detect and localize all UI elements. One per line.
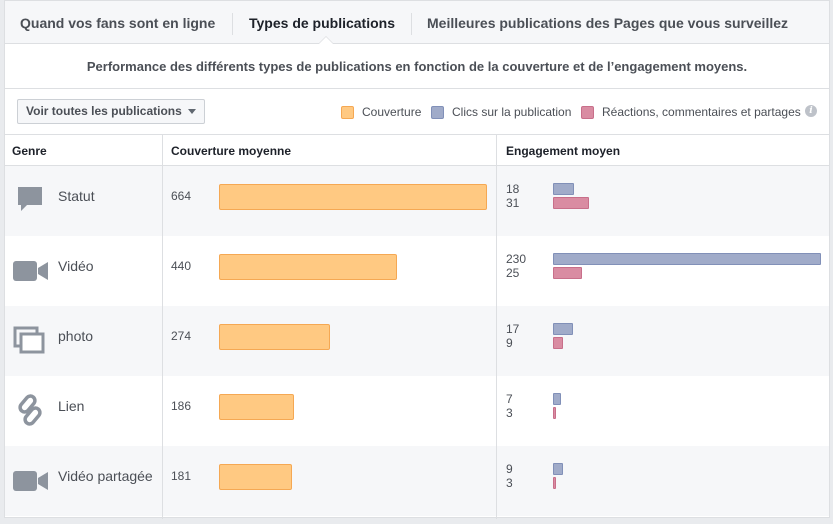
column-divider bbox=[162, 134, 163, 519]
table-row: Statut 664 18 31 bbox=[5, 166, 829, 236]
clicks-value: 230 bbox=[506, 252, 527, 266]
clicks-bar bbox=[553, 393, 561, 405]
table-row: photo 274 17 9 bbox=[5, 306, 829, 376]
column-header-genre: Genre bbox=[12, 144, 47, 158]
clicks-value: 18 bbox=[506, 182, 520, 196]
reach-bar bbox=[219, 464, 292, 490]
reach-bar bbox=[219, 394, 294, 420]
tab-when-fans-online[interactable]: Quand vos fans sont en ligne bbox=[20, 15, 216, 31]
reactions-value: 3 bbox=[506, 476, 513, 490]
tab-top-posts-watched-pages[interactable]: Meilleures publications des Pages que vo… bbox=[427, 15, 789, 31]
photo-icon bbox=[13, 323, 49, 359]
reach-bar bbox=[219, 184, 487, 210]
video-camera-icon bbox=[13, 463, 49, 499]
tab-post-types[interactable]: Types de publications bbox=[249, 15, 395, 31]
reactions-value: 3 bbox=[506, 406, 513, 420]
legend-label: Couverture bbox=[362, 105, 422, 119]
tab-divider bbox=[232, 13, 233, 35]
genre-label: Statut bbox=[58, 188, 95, 204]
speech-bubble-icon bbox=[13, 183, 49, 219]
genre-label: Vidéo partagée bbox=[58, 468, 153, 484]
clicks-bar bbox=[553, 463, 563, 475]
reactions-value: 25 bbox=[506, 266, 520, 280]
genre-label: Lien bbox=[58, 398, 85, 414]
post-types-panel: Quand vos fans sont en ligne Types de pu… bbox=[4, 0, 830, 519]
reactions-bar bbox=[553, 337, 563, 349]
clicks-bar bbox=[553, 323, 573, 335]
legend-swatch bbox=[341, 106, 354, 119]
genre-label: Vidéo bbox=[58, 258, 94, 274]
info-icon[interactable]: i bbox=[805, 105, 817, 117]
reach-bar bbox=[219, 254, 397, 280]
clicks-bar bbox=[553, 253, 821, 265]
tab-divider bbox=[411, 13, 412, 35]
reactions-value: 31 bbox=[506, 196, 520, 210]
panel-subtitle: Performance des différents types de publ… bbox=[5, 45, 829, 89]
table-header: Genre Couverture moyenne Engagement moye… bbox=[5, 134, 829, 166]
filter-dropdown-label: Voir toutes les publications bbox=[26, 104, 182, 118]
column-header-engagement: Engagement moyen bbox=[506, 144, 621, 158]
tab-bar: Quand vos fans sont en ligne Types de pu… bbox=[5, 1, 829, 44]
reactions-value: 9 bbox=[506, 336, 513, 350]
reactions-bar bbox=[553, 267, 582, 279]
video-camera-icon bbox=[13, 253, 49, 289]
reach-value: 664 bbox=[171, 189, 192, 203]
reactions-bar bbox=[553, 197, 589, 209]
legend-label: Réactions, commentaires et partages bbox=[602, 105, 801, 119]
table-row: Vidéo 440 230 25 bbox=[5, 236, 829, 306]
legend-swatch bbox=[581, 106, 594, 119]
reach-value: 440 bbox=[171, 259, 192, 273]
clicks-value: 17 bbox=[506, 322, 520, 336]
column-header-reach: Couverture moyenne bbox=[171, 144, 292, 158]
legend-swatch bbox=[431, 106, 444, 119]
filter-dropdown-button[interactable]: Voir toutes les publications bbox=[17, 99, 205, 124]
reach-value: 274 bbox=[171, 329, 192, 343]
reach-value: 181 bbox=[171, 469, 192, 483]
clicks-value: 7 bbox=[506, 392, 513, 406]
caret-down-icon bbox=[187, 109, 196, 115]
table-row: Lien 186 7 3 bbox=[5, 376, 829, 446]
column-divider bbox=[496, 134, 497, 519]
reactions-bar bbox=[553, 407, 556, 419]
clicks-value: 9 bbox=[506, 462, 513, 476]
reactions-bar bbox=[553, 477, 556, 489]
link-icon bbox=[13, 393, 49, 429]
legend-label: Clics sur la publication bbox=[452, 105, 572, 119]
table-row: Vidéo partagée 181 9 3 bbox=[5, 446, 829, 516]
reach-value: 186 bbox=[171, 399, 192, 413]
clicks-bar bbox=[553, 183, 574, 195]
active-tab-indicator bbox=[318, 36, 334, 44]
reach-bar bbox=[219, 324, 330, 350]
genre-label: photo bbox=[58, 328, 94, 344]
